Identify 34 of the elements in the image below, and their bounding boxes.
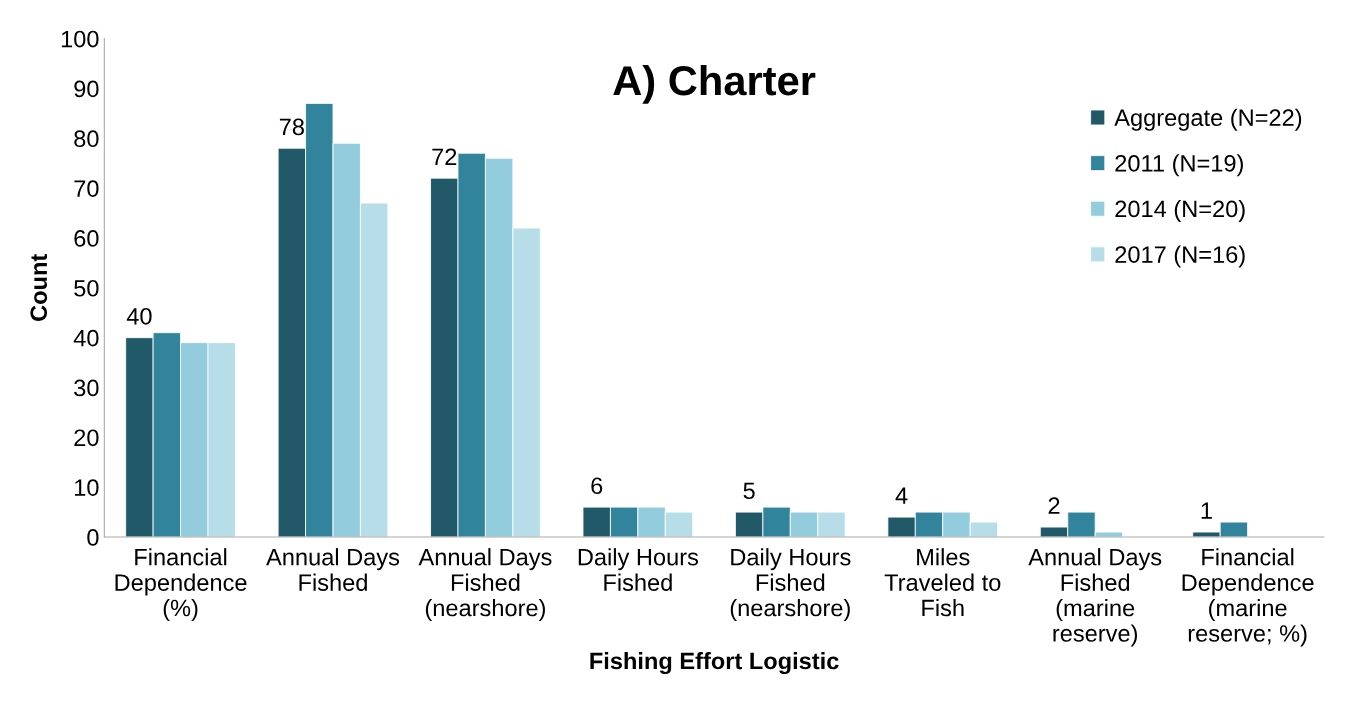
data-label: 5 [743,482,755,500]
y-tick-label: 40 [73,329,99,347]
y-axis-title: Count [30,254,48,321]
data-label: 4 [895,487,908,504]
x-tick-label: Annual Days Fished (nearshore) [418,548,552,621]
data-label: 78 [279,118,304,136]
x-axis-title: Fishing Effort Logistic [590,652,839,675]
y-tick-label: 20 [74,429,99,447]
y-tick-label: 100 [61,30,99,48]
data-label: 2 [1048,497,1060,514]
data-label: 72 [432,148,457,165]
x-tick-label: Daily Hours Fished (nearshore) [730,548,851,621]
data-label: 40 [126,307,152,325]
y-tick-label: 70 [74,180,99,197]
y-tick-label: 10 [75,479,99,496]
y-tick-label: 0 [87,529,99,546]
legend-label: Aggregate (N=22) [1114,108,1302,131]
y-tick-label: 30 [74,379,99,397]
x-tick-label: Financial Dependence (marine reserve; %) [1182,548,1314,647]
legend-label: 2011 (N=19) [1115,154,1243,177]
x-tick-label: Daily Hours Fished [578,548,699,591]
y-tick-label: 80 [74,130,99,148]
y-tick-label: 60 [74,230,99,247]
legend-label: 2014 (N=20) [1115,199,1245,222]
x-tick-label: Annual Days Fished (marine reserve) [1028,548,1162,647]
y-tick-label: 90 [74,80,99,98]
x-tick-label: Financial Dependence (%) [115,548,247,621]
data-label: 6 [591,477,603,495]
data-label: 1 [1201,502,1212,519]
legend-label: 2017 (N=16) [1115,245,1245,268]
y-tick-label: 50 [74,279,99,297]
x-tick-label: Annual Days Fished [266,548,400,591]
x-tick-label: Miles Traveled to Fish [884,548,1001,617]
text: A) Charter [613,64,816,104]
